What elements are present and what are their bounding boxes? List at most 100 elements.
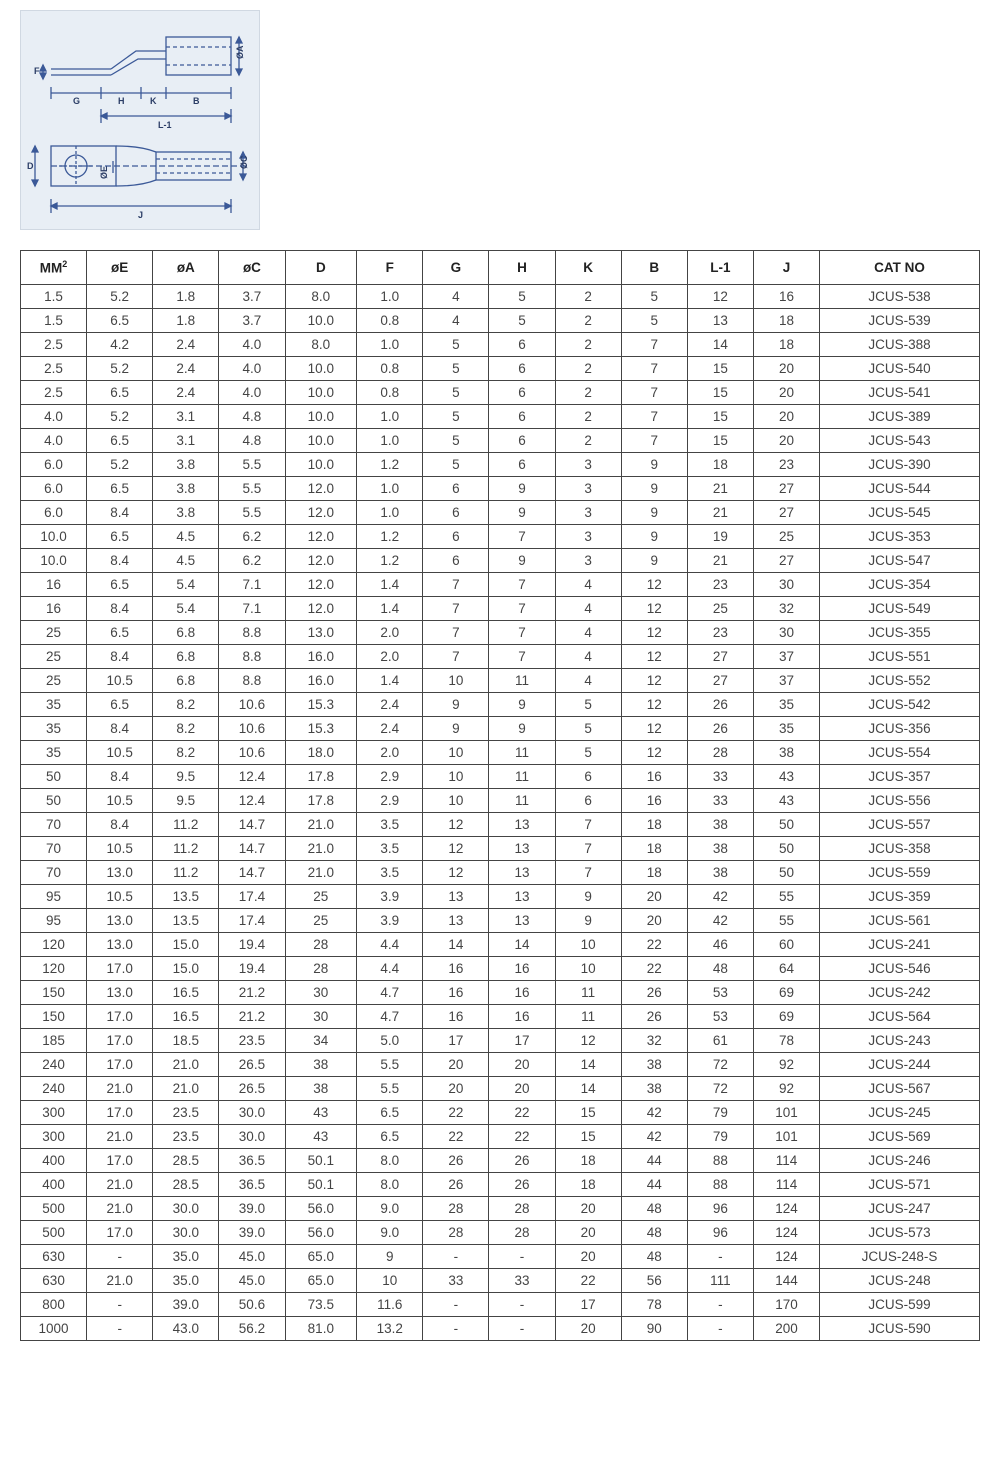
table-cell: 12: [555, 1028, 621, 1052]
table-cell: JCUS-248: [820, 1268, 980, 1292]
table-cell: JCUS-539: [820, 308, 980, 332]
table-cell: 30: [285, 980, 357, 1004]
table-cell: 6.5: [87, 524, 153, 548]
table-cell: 22: [621, 932, 687, 956]
table-row: 7010.511.214.721.03.512137183850JCUS-358: [21, 836, 980, 860]
table-cell: JCUS-388: [820, 332, 980, 356]
table-cell: 25: [21, 668, 87, 692]
table-cell: 8.0: [285, 332, 357, 356]
table-cell: 17: [423, 1028, 489, 1052]
table-cell: 1.8: [153, 308, 219, 332]
table-cell: 2.0: [357, 740, 423, 764]
table-cell: 240: [21, 1052, 87, 1076]
table-cell: 4.2: [87, 332, 153, 356]
table-cell: 95: [21, 908, 87, 932]
table-cell: 34: [285, 1028, 357, 1052]
table-cell: 5: [489, 284, 555, 308]
table-cell: 5: [621, 284, 687, 308]
table-cell: 6.5: [87, 620, 153, 644]
table-cell: 13.0: [87, 980, 153, 1004]
table-cell: 20: [423, 1052, 489, 1076]
table-cell: 10.5: [87, 836, 153, 860]
table-cell: JCUS-567: [820, 1076, 980, 1100]
table-cell: 15: [555, 1124, 621, 1148]
table-cell: 17.0: [87, 956, 153, 980]
table-cell: 6.5: [87, 308, 153, 332]
table-cell: 9.5: [153, 788, 219, 812]
table-cell: 26: [621, 1004, 687, 1028]
table-cell: 53: [687, 1004, 753, 1028]
table-cell: 22: [489, 1100, 555, 1124]
table-cell: 44: [621, 1148, 687, 1172]
table-cell: 1.4: [357, 596, 423, 620]
table-cell: 19.4: [219, 932, 285, 956]
table-cell: 18.0: [285, 740, 357, 764]
table-cell: 7: [423, 620, 489, 644]
table-cell: 28: [489, 1196, 555, 1220]
col-header: J: [753, 251, 819, 285]
table-cell: 23: [687, 572, 753, 596]
table-cell: -: [489, 1316, 555, 1340]
table-cell: 27: [753, 476, 819, 500]
table-cell: 10.5: [87, 788, 153, 812]
table-cell: 38: [687, 812, 753, 836]
table-cell: 38: [621, 1076, 687, 1100]
col-header: B: [621, 251, 687, 285]
table-row: 630-35.045.065.09--2048-124JCUS-248-S: [21, 1244, 980, 1268]
table-cell: 200: [753, 1316, 819, 1340]
table-cell: JCUS-559: [820, 860, 980, 884]
table-cell: JCUS-561: [820, 908, 980, 932]
table-cell: 7: [621, 332, 687, 356]
col-header: øE: [87, 251, 153, 285]
dim-label-D: D: [27, 161, 34, 171]
table-cell: 4: [423, 308, 489, 332]
table-cell: 11: [555, 980, 621, 1004]
table-cell: 3.5: [357, 860, 423, 884]
table-cell: 7: [423, 644, 489, 668]
table-cell: 18: [555, 1172, 621, 1196]
table-cell: 44: [621, 1172, 687, 1196]
table-cell: 4.4: [357, 956, 423, 980]
table-cell: 42: [687, 884, 753, 908]
table-row: 50021.030.039.056.09.02828204896124JCUS-…: [21, 1196, 980, 1220]
table-cell: 33: [687, 764, 753, 788]
table-cell: 21.0: [87, 1172, 153, 1196]
table-cell: 7: [489, 572, 555, 596]
table-cell: 48: [621, 1220, 687, 1244]
col-header: CAT NO: [820, 251, 980, 285]
table-cell: 1.4: [357, 668, 423, 692]
table-cell: 170: [753, 1292, 819, 1316]
table-cell: 20: [555, 1196, 621, 1220]
table-cell: 9: [423, 716, 489, 740]
table-cell: 500: [21, 1220, 87, 1244]
table-cell: 12.0: [285, 548, 357, 572]
table-cell: 55: [753, 884, 819, 908]
table-cell: 6: [423, 524, 489, 548]
table-cell: 13: [423, 884, 489, 908]
table-cell: 39.0: [219, 1196, 285, 1220]
table-cell: 6: [555, 764, 621, 788]
table-cell: 5: [423, 404, 489, 428]
table-row: 1.56.51.83.710.00.845251318JCUS-539: [21, 308, 980, 332]
table-cell: 26: [423, 1172, 489, 1196]
table-cell: 69: [753, 980, 819, 1004]
table-cell: 10.5: [87, 668, 153, 692]
table-cell: JCUS-542: [820, 692, 980, 716]
table-cell: 50.1: [285, 1172, 357, 1196]
table-cell: 11.6: [357, 1292, 423, 1316]
table-cell: 2.5: [21, 332, 87, 356]
table-cell: 2: [555, 404, 621, 428]
table-cell: 16: [489, 980, 555, 1004]
table-cell: 20: [621, 908, 687, 932]
table-cell: 50.6: [219, 1292, 285, 1316]
table-cell: 9: [621, 548, 687, 572]
table-cell: JCUS-390: [820, 452, 980, 476]
table-cell: 1.2: [357, 524, 423, 548]
table-cell: 42: [621, 1124, 687, 1148]
table-cell: 12: [621, 740, 687, 764]
table-cell: 16: [621, 788, 687, 812]
table-cell: 3.1: [153, 428, 219, 452]
table-cell: -: [87, 1292, 153, 1316]
table-cell: 1.5: [21, 308, 87, 332]
table-cell: 6.8: [153, 644, 219, 668]
